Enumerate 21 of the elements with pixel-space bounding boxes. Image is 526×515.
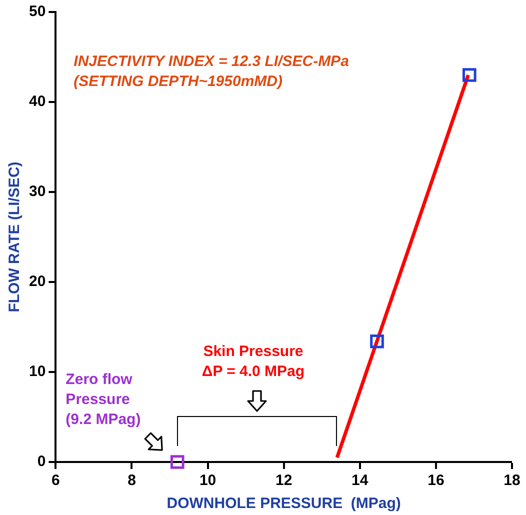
x-tick-label: 14 (352, 472, 369, 490)
point (170, 455, 184, 469)
x-tick-label: 18 (504, 472, 520, 490)
x-tick-label: 6 (52, 472, 60, 490)
y-tick-label: 10 (28, 363, 46, 380)
y-axis-title: FLOW RATE (LI/SEC) (6, 162, 24, 312)
y-tick-label: 30 (28, 183, 46, 200)
point (370, 334, 384, 348)
annotation: Skin Pressure ΔP = 4.0 MPag (202, 343, 305, 380)
y-tick-label: 20 (28, 273, 46, 290)
annotation: Zero flow Pressure (9.2 MPag) (66, 371, 141, 428)
annotation: INJECTIVITY INDEX = 12.3 LI/SEC-MPa (SETTING DEPTH~1950mMD) (74, 53, 349, 90)
x-tick-label: 8 (128, 472, 136, 490)
x-tick-label: 10 (199, 472, 216, 490)
y-tick-label: 0 (37, 453, 46, 470)
x-tick-label: 12 (276, 472, 292, 490)
x-tick-label: 16 (428, 472, 444, 490)
y-tick-label: 50 (28, 3, 46, 20)
y-tick-label: 40 (28, 93, 46, 110)
x-axis-title: DOWNHOLE PRESSURE (MPag) (166, 495, 401, 512)
point (462, 68, 476, 82)
